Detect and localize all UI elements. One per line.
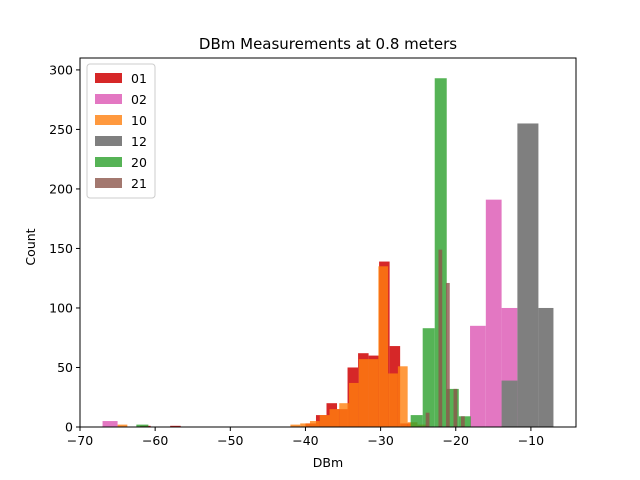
legend-label-02: 02 bbox=[131, 92, 147, 107]
legend-swatch-21 bbox=[95, 178, 122, 188]
legend: 01 02 10 12 20 21 bbox=[86, 63, 156, 199]
bar-series-20-bin-1 bbox=[410, 415, 423, 427]
bar-series-10-bin-10 bbox=[378, 266, 389, 427]
x-tick-label-4: −30 bbox=[367, 433, 393, 448]
bar-series-12-bin-0 bbox=[501, 380, 518, 427]
legend-label-21: 21 bbox=[131, 176, 147, 191]
x-tick-label-5: −20 bbox=[443, 433, 469, 448]
bar-series-10-bin-5 bbox=[329, 409, 340, 427]
series-12 bbox=[501, 123, 554, 427]
legend-label-10: 10 bbox=[131, 113, 147, 128]
y-tick-label-4: 200 bbox=[49, 181, 73, 196]
legend-label-20: 20 bbox=[131, 155, 147, 170]
bar-series-10-bin-9 bbox=[368, 359, 379, 427]
y-tick-label-0: 0 bbox=[65, 420, 73, 435]
x-tick-label-3: −40 bbox=[292, 433, 318, 448]
bar-series-12-bin-2 bbox=[538, 307, 554, 427]
axes-frame bbox=[79, 57, 577, 428]
bar-series-02-bin-0 bbox=[102, 421, 118, 427]
bar-series-10-bin-2 bbox=[300, 423, 310, 427]
bar-series-02-bin-1 bbox=[470, 325, 486, 427]
y-tick-label-2: 100 bbox=[49, 300, 73, 315]
x-axis-label: DBm bbox=[313, 455, 343, 470]
legend-swatch-12 bbox=[95, 136, 122, 146]
legend-swatch-10 bbox=[95, 115, 122, 125]
y-tick-label-3: 150 bbox=[49, 241, 73, 256]
y-tick-label-1: 50 bbox=[57, 360, 73, 375]
bar-series-10-bin-0 bbox=[117, 424, 128, 427]
bar-series-10-bin-3 bbox=[309, 421, 320, 427]
legend-swatch-20 bbox=[95, 157, 122, 167]
bar-series-21-bin-2 bbox=[445, 282, 450, 427]
bar-series-20-bin-0 bbox=[136, 424, 149, 427]
y-tick-label-6: 300 bbox=[49, 62, 73, 77]
chart-title: DBm Measurements at 0.8 meters bbox=[199, 35, 457, 53]
y-axis-label: Count bbox=[23, 228, 38, 265]
bar-series-10-bin-11 bbox=[388, 373, 398, 427]
series-21 bbox=[425, 249, 465, 427]
bar-series-21-bin-3 bbox=[453, 388, 458, 427]
bar-series-10-bin-4 bbox=[319, 415, 330, 427]
y-tick-label-5: 250 bbox=[49, 122, 73, 137]
bar-series-10-bin-12 bbox=[397, 366, 408, 427]
bar-series-10-bin-6 bbox=[339, 403, 350, 427]
bar-series-10-bin-1 bbox=[290, 424, 301, 427]
legend-label-01: 01 bbox=[131, 71, 147, 86]
x-tick-label-6: −10 bbox=[518, 433, 544, 448]
bar-series-10-bin-8 bbox=[358, 359, 369, 427]
bar-series-01-bin-2 bbox=[170, 425, 181, 427]
bar-series-12-bin-1 bbox=[517, 123, 539, 427]
legend-swatch-01 bbox=[95, 73, 122, 83]
legend-label-12: 12 bbox=[131, 134, 147, 149]
bar-series-21-bin-1 bbox=[438, 249, 443, 427]
axes: −70 −60 −50 −40 −30 −20 −10 0 50 100 150 200 250 300 bbox=[49, 57, 577, 448]
bar-series-02-bin-2 bbox=[485, 199, 502, 427]
bar-series-10-bin-7 bbox=[349, 382, 359, 427]
bar-series-21-bin-0 bbox=[425, 412, 430, 427]
x-tick-label-0: −70 bbox=[67, 433, 93, 448]
x-tick-label-2: −50 bbox=[217, 433, 243, 448]
plot-area bbox=[102, 78, 554, 428]
legend-swatch-02 bbox=[95, 94, 122, 104]
bar-series-21-bin-4 bbox=[461, 416, 465, 427]
bar-series-20-bin-2 bbox=[422, 328, 435, 427]
x-tick-label-1: −60 bbox=[142, 433, 168, 448]
